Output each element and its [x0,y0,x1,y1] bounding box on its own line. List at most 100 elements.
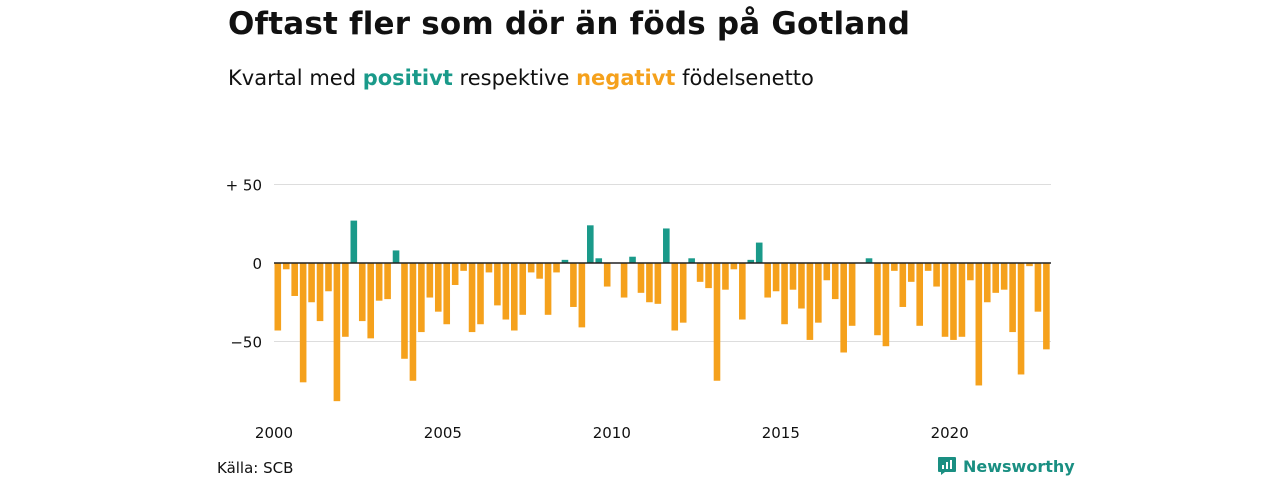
bar [891,263,898,271]
bar [671,263,679,331]
bar [358,263,366,322]
bar [874,263,881,336]
bar [333,263,341,402]
bar [418,263,425,333]
bar [950,263,957,340]
bar [460,263,467,271]
x-tick-label: 2020 [931,424,969,442]
bar [384,263,391,300]
newsworthy-chart-icon [938,457,956,475]
bar [494,263,501,306]
bar [325,263,332,292]
bar [798,263,805,309]
bar [772,263,780,292]
bar [806,263,814,340]
bar [553,263,560,273]
bar [730,263,738,270]
bar [308,263,315,303]
bar [747,259,755,263]
bar [781,263,788,325]
x-tick-label: 2015 [762,424,800,442]
bar [705,263,712,289]
bar [924,263,932,271]
bar [713,263,721,381]
x-tick-label: 2005 [424,424,462,442]
bar [1026,263,1033,267]
bar [899,263,907,307]
bar [637,263,645,293]
bar [646,263,653,303]
bar [392,250,400,263]
bar [502,263,510,320]
bar [409,263,417,381]
bar [578,263,586,328]
bar [882,263,890,347]
bar-chart: + 50 0 −50 2000 2005 2010 2015 2020 [226,177,1051,442]
bar [789,263,797,290]
bar [587,225,594,263]
bar [840,263,847,353]
y-tick-label: + 50 [226,177,262,195]
bar [629,256,636,263]
bar [1043,263,1050,350]
bar [527,263,535,273]
bar [561,259,569,263]
bar [434,263,442,312]
bar [688,258,695,263]
subtitle-positive-label: positivt [362,66,453,90]
bar [1009,263,1016,333]
bar [620,263,628,298]
bar [536,263,543,279]
y-tick-label: −50 [230,334,262,352]
source-note: Källa: SCB [217,459,294,477]
bar [831,263,839,300]
bar [544,263,552,315]
subtitle-prefix: Kvartal med [228,66,357,90]
bar [958,263,966,337]
bar [282,263,290,270]
bar [823,263,831,281]
x-tick-label: 2000 [255,424,293,442]
axis-layer: + 50 0 −50 2000 2005 2010 2015 2020 [226,177,1051,442]
bar [663,228,670,263]
bar [975,263,983,386]
subtitle-negative-label: negativt [576,66,676,90]
bar [274,263,282,331]
chart-title: Oftast fler som dör än föds på Gotland [228,6,911,42]
newsworthy-logo: Newsworthy [937,456,1075,476]
bar [510,263,518,331]
subtitle-middle: respektive [459,66,570,90]
bar [992,263,1000,293]
bar [375,263,383,301]
bar [401,263,408,359]
bar [443,263,451,325]
bar [907,263,915,282]
bar [865,258,873,263]
bar [477,263,484,325]
bar [739,263,746,320]
bar [316,263,324,322]
bar [916,263,923,326]
bar [451,263,459,285]
subtitle-suffix: födelsenetto [682,66,814,90]
y-tick-label: 0 [252,255,262,273]
bar [342,263,349,337]
bar [519,263,527,315]
logo-text: Newsworthy [963,456,1075,476]
bar [983,263,991,303]
bar [722,263,729,290]
bar [291,263,298,296]
bar [679,263,687,323]
bar [1000,263,1008,290]
bar [485,263,493,273]
bar [696,263,704,282]
bar [848,263,856,326]
bar [1017,263,1025,375]
bar [570,263,577,307]
bar [426,263,434,298]
chart-subtitle: Kvartal med positivt respektive negativt… [228,66,814,90]
bar-layer [274,220,1050,402]
bar [1034,263,1042,312]
bar [755,242,763,263]
bar [468,263,476,333]
